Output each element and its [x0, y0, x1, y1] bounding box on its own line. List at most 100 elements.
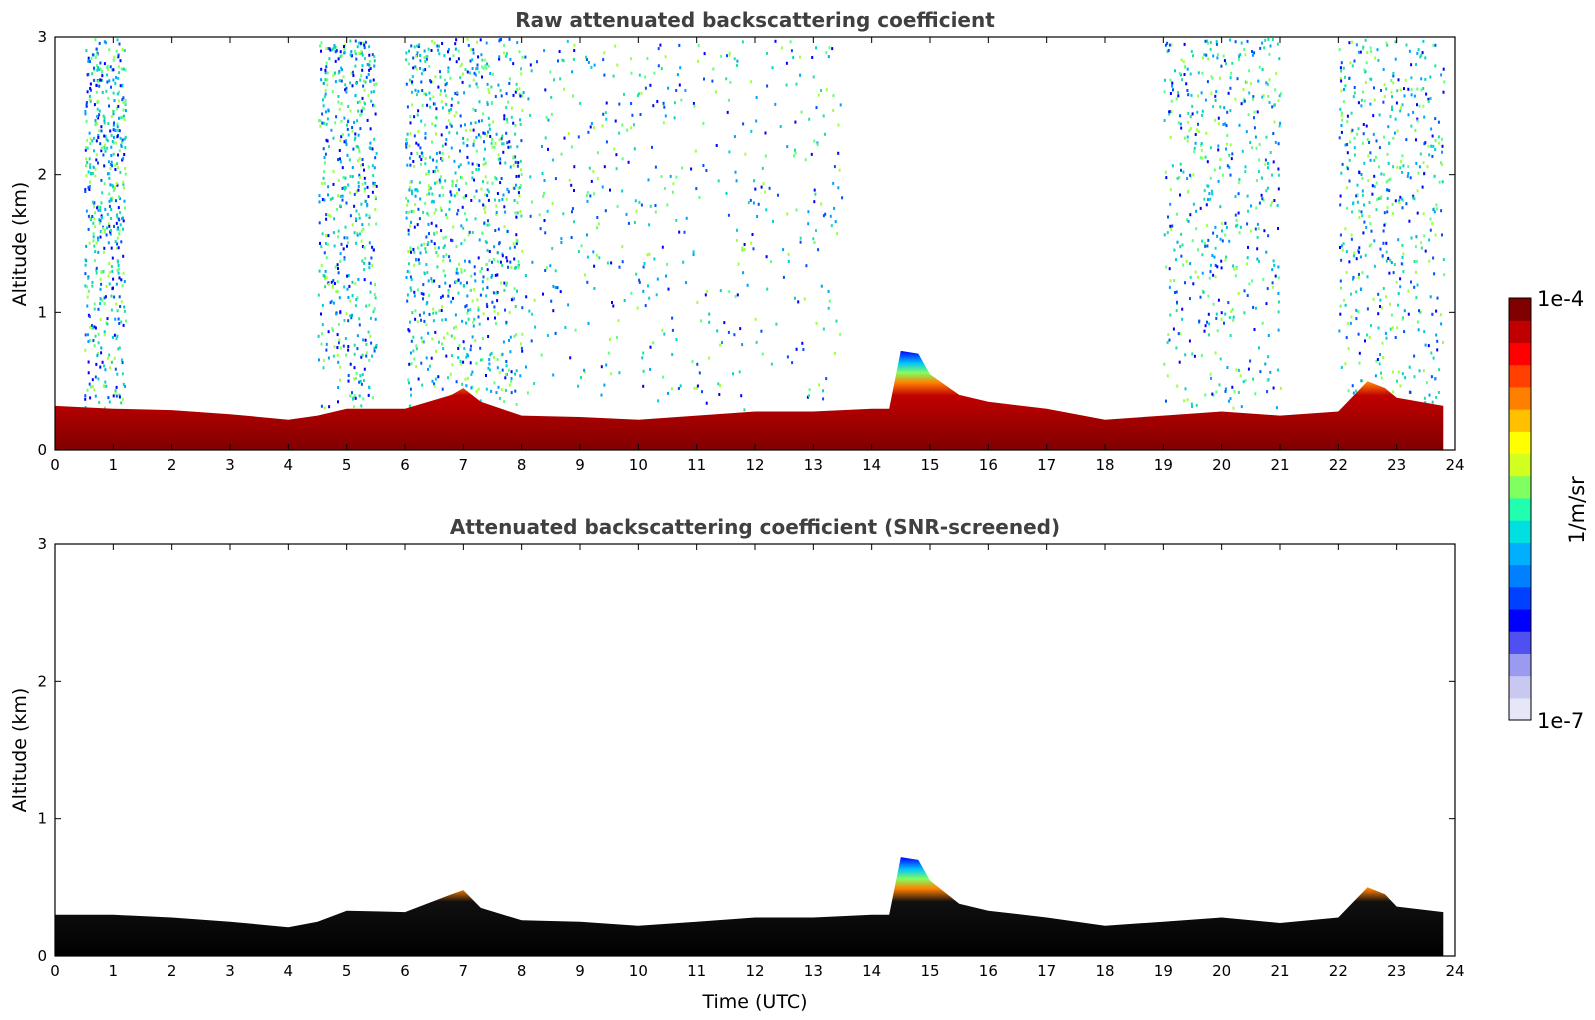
speckle-point	[799, 55, 801, 59]
speckle-point	[764, 154, 767, 158]
speckle-point	[423, 49, 426, 53]
speckle-point	[754, 187, 757, 191]
speckle-point	[375, 343, 378, 347]
speckle-point	[97, 208, 100, 212]
speckle-point	[318, 194, 321, 198]
speckle-point	[479, 135, 482, 139]
speckle-point	[1369, 102, 1372, 106]
speckle-point	[1377, 292, 1380, 296]
speckle-point	[579, 101, 582, 105]
speckle-point	[417, 130, 420, 133]
speckle-point	[477, 387, 480, 391]
speckle-point	[433, 279, 436, 283]
speckle-point	[520, 214, 523, 218]
speckle-point	[837, 186, 840, 190]
speckle-point	[521, 332, 524, 336]
speckle-point	[474, 339, 477, 342]
speckle-point	[458, 343, 461, 347]
speckle-point	[1396, 129, 1399, 133]
speckle-point	[325, 122, 328, 126]
speckle-point	[420, 72, 423, 76]
speckle-point	[1366, 333, 1369, 337]
speckle-point	[322, 81, 325, 85]
speckle-point	[350, 316, 353, 320]
speckle-point	[1341, 248, 1344, 252]
speckle-point	[1346, 143, 1349, 146]
speckle-point	[673, 116, 676, 120]
speckle-point	[447, 376, 449, 380]
speckle-point	[489, 72, 492, 75]
speckle-point	[1386, 205, 1389, 209]
speckle-point	[488, 127, 491, 131]
speckle-point	[472, 320, 475, 324]
speckle-point	[1251, 50, 1253, 53]
speckle-point	[422, 292, 425, 296]
speckle-point	[1391, 108, 1393, 111]
speckle-point	[407, 378, 410, 382]
speckle-point	[500, 388, 503, 392]
speckle-point	[121, 372, 124, 376]
speckle-point	[507, 145, 510, 149]
speckle-point	[1189, 115, 1192, 119]
speckle-point	[365, 351, 368, 355]
speckle-point	[356, 145, 359, 149]
speckle-point	[500, 137, 503, 141]
speckle-point	[368, 63, 371, 67]
speckle-point	[557, 59, 559, 63]
speckle-point	[1438, 368, 1441, 372]
speckle-point	[612, 304, 615, 308]
speckle-point	[368, 262, 371, 266]
speckle-point	[337, 57, 340, 61]
speckle-point	[339, 378, 342, 382]
speckle-point	[1392, 390, 1395, 394]
speckle-point	[1209, 40, 1212, 44]
speckle-point	[1208, 322, 1211, 326]
speckle-point	[513, 186, 516, 190]
speckle-point	[1187, 93, 1190, 97]
speckle-point	[1362, 231, 1365, 235]
speckle-point	[414, 317, 417, 321]
speckle-point	[1207, 198, 1209, 202]
speckle-point	[1370, 243, 1373, 247]
speckle-point	[461, 205, 464, 209]
speckle-point	[749, 198, 752, 202]
speckle-point	[1237, 192, 1240, 196]
speckle-point	[558, 50, 561, 53]
speckle-point	[1208, 192, 1211, 196]
speckle-point	[1232, 318, 1235, 322]
speckle-point	[116, 372, 119, 376]
speckle-point	[115, 394, 118, 398]
speckle-point	[95, 90, 98, 94]
speckle-point	[1355, 317, 1358, 321]
speckle-point	[1361, 189, 1364, 193]
speckle-point	[1340, 124, 1343, 127]
speckle-point	[1442, 341, 1444, 344]
speckle-point	[346, 123, 348, 127]
speckle-point	[736, 293, 739, 297]
speckle-point	[1353, 153, 1356, 157]
speckle-point	[478, 238, 481, 242]
speckle-point	[1431, 312, 1434, 316]
speckle-point	[1261, 197, 1264, 201]
speckle-point	[753, 179, 756, 183]
speckle-point	[1415, 63, 1418, 66]
speckle-point	[566, 39, 569, 43]
speckle-point	[477, 256, 480, 260]
speckle-point	[518, 50, 521, 54]
speckle-point	[517, 161, 520, 165]
speckle-point	[407, 250, 410, 254]
speckle-point	[1243, 97, 1245, 101]
speckle-point	[1251, 97, 1254, 101]
speckle-point	[1353, 251, 1356, 255]
speckle-point	[324, 285, 327, 289]
speckle-point	[1253, 116, 1255, 120]
speckle-point	[460, 267, 463, 271]
speckle-point	[117, 267, 120, 271]
speckle-point	[358, 176, 361, 179]
speckle-point	[603, 165, 606, 169]
speckle-point	[550, 299, 553, 303]
speckle-point	[357, 181, 360, 185]
speckle-point	[427, 213, 430, 217]
speckle-point	[106, 146, 109, 150]
speckle-point	[96, 50, 99, 54]
